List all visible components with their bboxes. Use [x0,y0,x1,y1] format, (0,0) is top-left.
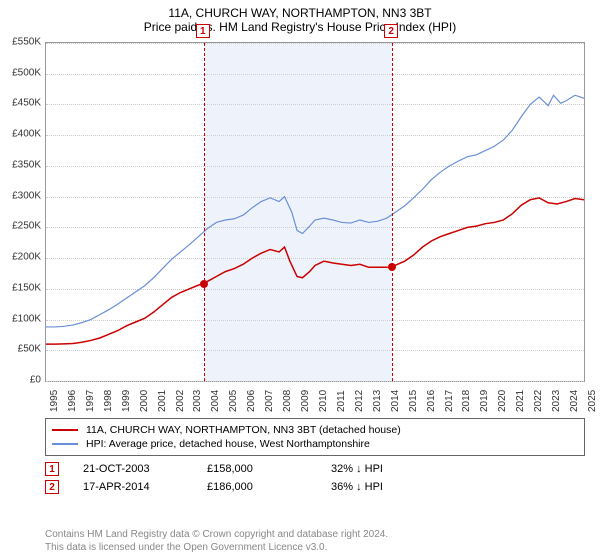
marker-label: 2 [384,24,398,38]
marker-vline [204,43,205,381]
footer: Contains HM Land Registry data © Crown c… [45,529,585,554]
legend-item: 11A, CHURCH WAY, NORTHAMPTON, NN3 3BT (d… [52,423,578,437]
marker-vline [392,43,393,381]
x-tick-label: 2022 [533,390,544,412]
sale-date: 21-OCT-2003 [83,463,183,475]
legend-swatch [52,443,78,445]
chart-area [45,42,585,382]
x-tick-label: 2005 [228,390,239,412]
sale-diff: 36% ↓ HPI [331,481,431,493]
y-tick-label: £200K [0,252,45,263]
y-tick-label: £0 [0,375,45,386]
y-tick-label: £450K [0,98,45,109]
x-tick-label: 2020 [497,390,508,412]
x-tick-label: 1998 [103,390,114,412]
x-tick-label: 2003 [192,390,203,412]
legend-label: 11A, CHURCH WAY, NORTHAMPTON, NN3 3BT (d… [86,424,401,436]
x-tick-label: 2007 [264,390,275,412]
legend: 11A, CHURCH WAY, NORTHAMPTON, NN3 3BT (d… [45,418,585,456]
x-tick-label: 1996 [67,390,78,412]
marker-dot [200,280,208,288]
sale-marker-icon: 1 [45,462,59,476]
marker-dot [388,263,396,271]
x-tick-label: 2018 [461,390,472,412]
sale-price: £158,000 [207,463,307,475]
marker-label: 1 [196,24,210,38]
x-tick-label: 2012 [354,390,365,412]
x-tick-label: 2013 [372,390,383,412]
x-tick-label: 2019 [479,390,490,412]
y-tick-label: £250K [0,221,45,232]
gridline [46,381,584,382]
x-tick-label: 2010 [318,390,329,412]
y-tick-label: £300K [0,190,45,201]
title-main: 11A, CHURCH WAY, NORTHAMPTON, NN3 3BT [0,6,600,20]
x-tick-label: 2009 [300,390,311,412]
sales-table: 1 21-OCT-2003 £158,000 32% ↓ HPI 2 17-AP… [45,460,585,496]
y-tick-label: £100K [0,313,45,324]
x-tick-label: 2000 [139,390,150,412]
x-tick-label: 2001 [157,390,168,412]
series-line [46,95,584,327]
sale-price: £186,000 [207,481,307,493]
x-tick-label: 2006 [246,390,257,412]
x-tick-label: 2015 [408,390,419,412]
figure: 11A, CHURCH WAY, NORTHAMPTON, NN3 3BT Pr… [0,0,600,560]
footer-line: Contains HM Land Registry data © Crown c… [45,529,585,542]
legend-swatch [52,429,78,431]
x-tick-label: 1997 [85,390,96,412]
x-tick-label: 1999 [121,390,132,412]
legend-item: HPI: Average price, detached house, West… [52,437,578,451]
chart-svg [46,43,584,381]
x-tick-label: 2008 [282,390,293,412]
sale-row: 2 17-APR-2014 £186,000 36% ↓ HPI [45,478,585,496]
x-tick-label: 2017 [444,390,455,412]
x-tick-label: 1995 [49,390,60,412]
x-tick-label: 2023 [551,390,562,412]
x-tick-label: 2002 [175,390,186,412]
legend-label: HPI: Average price, detached house, West… [86,438,370,450]
y-tick-label: £350K [0,159,45,170]
y-tick-label: £500K [0,67,45,78]
x-tick-label: 2014 [390,390,401,412]
x-tick-label: 2011 [336,390,347,412]
x-tick-label: 2024 [569,390,580,412]
title-block: 11A, CHURCH WAY, NORTHAMPTON, NN3 3BT Pr… [0,0,600,34]
title-sub: Price paid vs. HM Land Registry's House … [0,20,600,34]
sale-diff: 32% ↓ HPI [331,463,431,475]
sale-date: 17-APR-2014 [83,481,183,493]
x-tick-label: 2004 [210,390,221,412]
y-tick-label: £400K [0,129,45,140]
sale-row: 1 21-OCT-2003 £158,000 32% ↓ HPI [45,460,585,478]
y-tick-label: £150K [0,282,45,293]
x-tick-label: 2025 [587,390,598,412]
x-tick-label: 2016 [426,390,437,412]
y-tick-label: £550K [0,37,45,48]
y-tick-label: £50K [0,344,45,355]
x-tick-label: 2021 [515,390,526,412]
footer-line: This data is licensed under the Open Gov… [45,542,585,555]
sale-marker-icon: 2 [45,480,59,494]
